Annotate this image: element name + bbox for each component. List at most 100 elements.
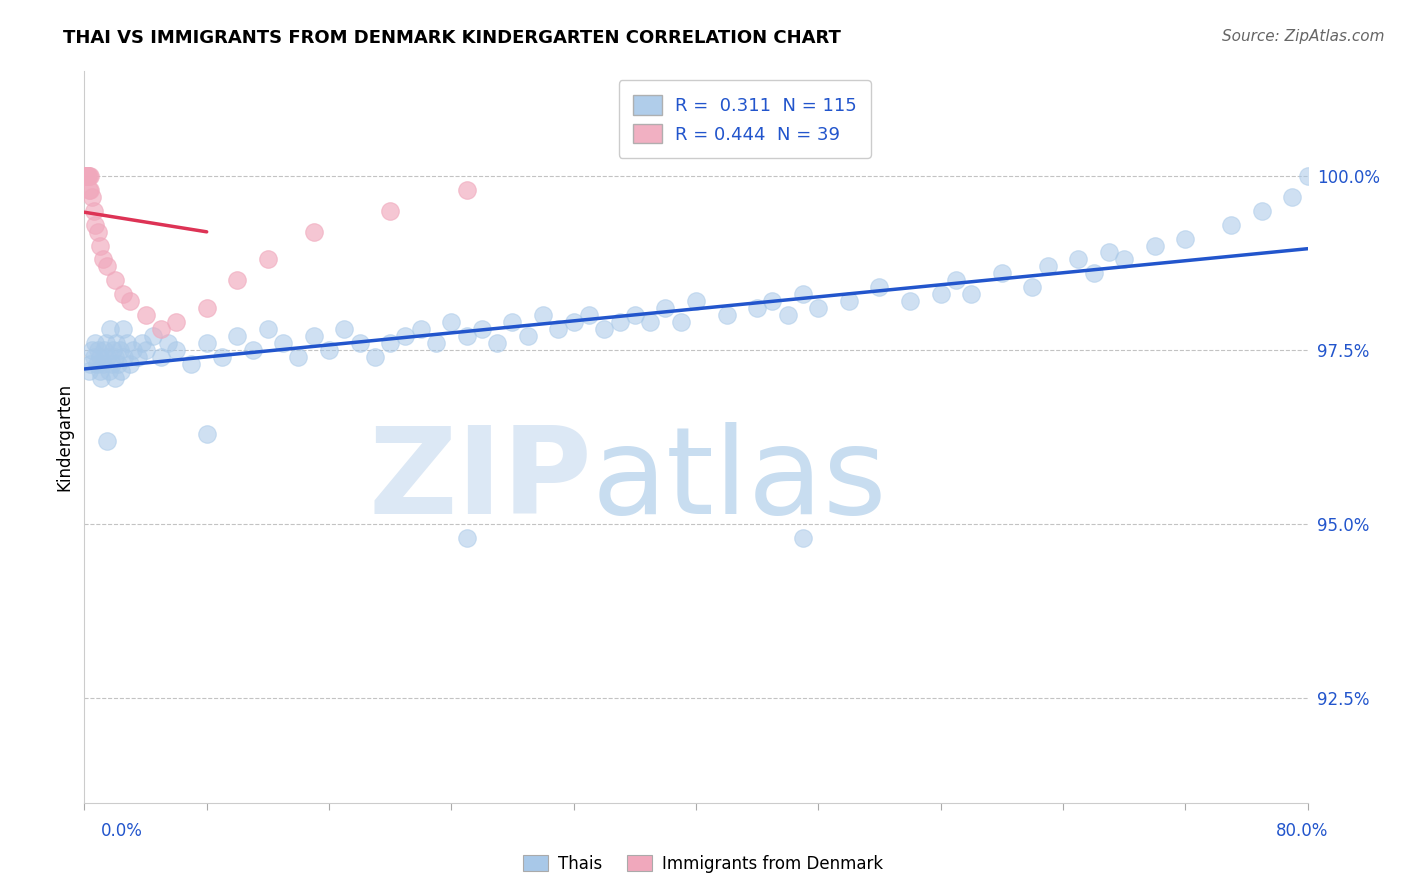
Point [409,322,432,336]
Point [165,315,187,329]
Point [96,260,118,274]
Point [157,336,180,351]
Point [84,336,107,351]
Point [122,343,145,357]
Point [83,203,105,218]
Text: atlas: atlas [592,423,887,540]
Point [838,294,860,309]
Point [131,336,153,351]
Point [76,169,98,183]
Point [89,364,111,378]
Point [75,169,97,183]
Point [75,169,97,183]
Point [104,371,127,385]
Point [97,364,120,378]
Point [669,315,692,329]
Point [471,322,494,336]
Point [776,308,799,322]
Point [761,294,783,309]
Point [104,273,127,287]
Point [349,336,371,351]
Point [83,350,105,364]
Point [945,273,967,287]
Point [226,273,249,287]
Point [1067,252,1090,267]
Point [394,329,416,343]
Point [1098,245,1121,260]
Point [101,357,124,371]
Point [578,308,600,322]
Point [1296,169,1319,183]
Point [87,343,110,357]
Point [440,315,463,329]
Point [107,357,129,371]
Point [685,294,707,309]
Point [103,343,125,357]
Point [89,238,111,252]
Text: THAI VS IMMIGRANTS FROM DENMARK KINDERGARTEN CORRELATION CHART: THAI VS IMMIGRANTS FROM DENMARK KINDERGA… [63,29,841,46]
Point [135,308,157,322]
Point [91,252,114,267]
Text: ZIP: ZIP [368,423,592,540]
Point [112,350,135,364]
Point [76,169,98,183]
Point [75,169,97,183]
Point [807,301,830,316]
Point [624,308,647,322]
Point [77,169,100,183]
Point [364,350,387,364]
Point [75,169,97,183]
Point [1021,280,1043,294]
Point [76,169,98,183]
Point [93,343,115,357]
Point [77,169,100,183]
Point [98,322,121,336]
Point [593,322,616,336]
Point [792,287,814,301]
Point [333,322,356,336]
Point [94,336,117,351]
Point [716,308,738,322]
Point [77,183,100,197]
Point [747,301,769,316]
Point [149,350,172,364]
Point [80,343,103,357]
Point [75,169,97,183]
Point [1036,260,1059,274]
Point [456,531,478,545]
Point [318,343,340,357]
Point [142,329,165,343]
Point [242,343,264,357]
Legend: Thais, Immigrants from Denmark: Thais, Immigrants from Denmark [516,848,890,880]
Point [516,329,538,343]
Point [149,322,172,336]
Point [654,301,676,316]
Point [287,350,309,364]
Point [211,350,233,364]
Text: 80.0%: 80.0% [1277,822,1329,839]
Point [84,218,107,232]
Point [87,225,110,239]
Point [75,169,97,183]
Point [180,357,202,371]
Point [1174,231,1197,245]
Point [75,169,97,183]
Point [425,336,447,351]
Point [90,371,112,385]
Point [111,287,134,301]
Point [302,329,325,343]
Point [104,350,127,364]
Point [96,350,118,364]
Point [531,308,554,322]
Point [1281,190,1303,204]
Text: 0.0%: 0.0% [101,822,143,839]
Point [135,343,157,357]
Point [1220,218,1243,232]
Legend: R =  0.311  N = 115, R = 0.444  N = 39: R = 0.311 N = 115, R = 0.444 N = 39 [619,80,870,158]
Point [195,336,218,351]
Point [456,183,478,197]
Point [111,322,134,336]
Point [89,350,111,364]
Point [562,315,585,329]
Point [960,287,983,301]
